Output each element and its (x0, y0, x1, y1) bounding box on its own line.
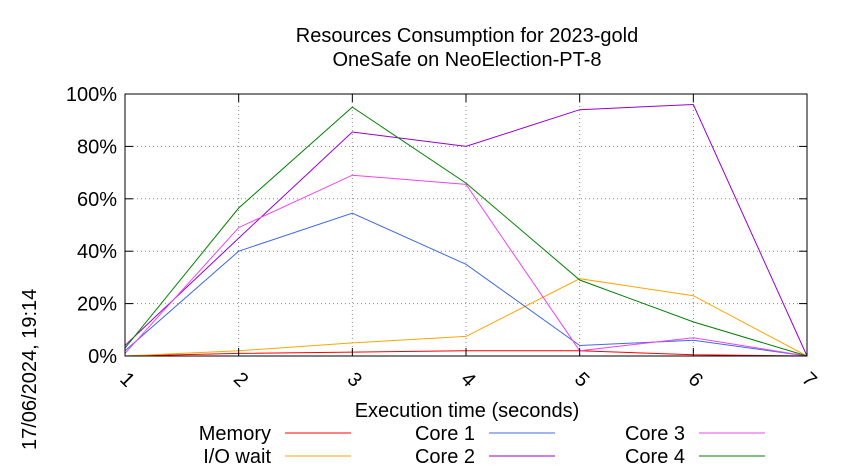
legend-label-core-2: Core 2 (415, 446, 475, 468)
x-tick-label: 1 (115, 368, 138, 391)
y-tick-label: 40% (77, 241, 117, 263)
legend-label-memory: Memory (199, 423, 271, 445)
legend-label-core-1: Core 1 (415, 423, 475, 445)
legend-label-core-4: Core 4 (625, 446, 685, 468)
y-tick-label: 60% (77, 189, 117, 211)
chart-title-line-1: Resources Consumption for 2023-gold (296, 25, 638, 47)
x-tick-label: 2 (229, 368, 252, 391)
chart-title-line-2: OneSafe on NeoElection-PT-8 (332, 49, 601, 71)
legend-label-core-3: Core 3 (625, 423, 685, 445)
x-tick-label: 6 (684, 368, 707, 391)
x-axis-label: Execution time (seconds) (355, 400, 580, 422)
x-tick-label: 5 (570, 368, 593, 391)
series-line-core-1 (124, 212, 808, 357)
y-tick-label: 80% (77, 136, 117, 158)
y-tick-label: 0% (88, 346, 117, 368)
ticks: 0% 20% 40% 60% 80% 100% 1 2 3 4 5 6 7 (66, 84, 821, 392)
series-line-core-2 (124, 103, 808, 357)
timestamp-label: 17/06/2024, 19:14 (19, 289, 41, 450)
y-tick-label: 100% (66, 84, 117, 106)
x-tick-label: 4 (456, 368, 479, 391)
plot-frame (124, 93, 808, 357)
x-tick-label: 7 (797, 368, 820, 391)
legend-label-i-o-wait: I/O wait (203, 446, 271, 468)
x-tick-label: 3 (343, 368, 366, 391)
y-tick-label: 20% (77, 294, 117, 316)
grid (125, 94, 807, 356)
series-line-core-3 (124, 174, 808, 357)
series-line-core-4 (124, 106, 808, 357)
